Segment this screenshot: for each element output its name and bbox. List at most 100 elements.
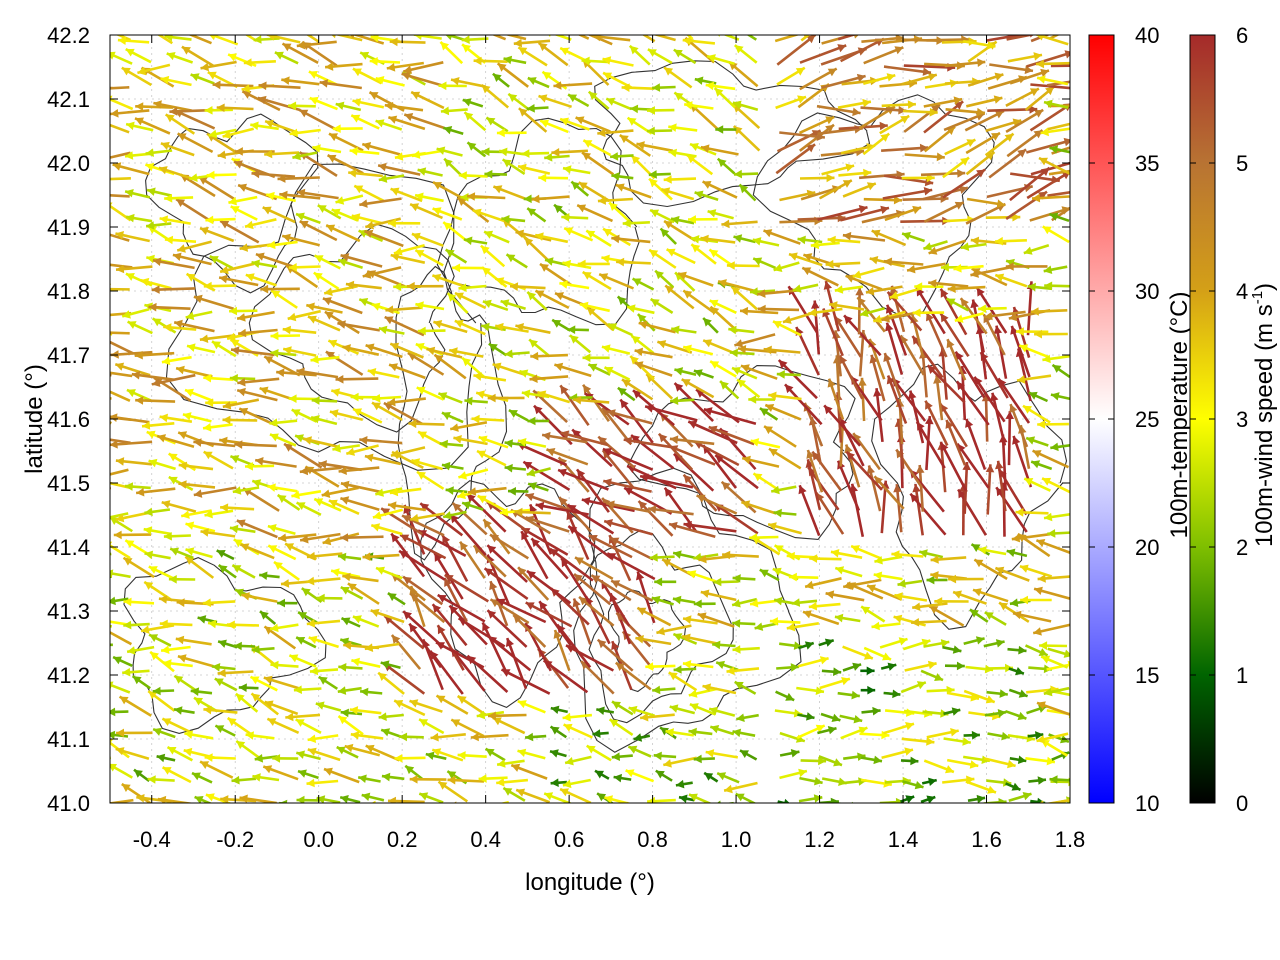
wind-vector-head <box>577 204 587 213</box>
wind-vector-head <box>353 408 363 417</box>
wind-vector-head <box>504 439 513 448</box>
wind-vector-head <box>550 705 560 714</box>
wind-vector-head <box>176 199 186 207</box>
wind-vector-head <box>436 146 446 155</box>
wind-vector <box>486 544 528 583</box>
wind-vector-head <box>467 142 477 151</box>
wind-vector-head <box>157 434 166 443</box>
wind-vector-head <box>603 228 613 237</box>
wind-vector-head <box>148 458 158 468</box>
wind-vector <box>708 425 755 446</box>
wind-vector-head <box>93 726 102 734</box>
wind-vector-head <box>485 748 495 757</box>
wind-vector-head <box>811 130 821 138</box>
wind-vector-head <box>487 545 497 554</box>
wind-vector <box>402 575 444 606</box>
wind-vector-head <box>121 67 131 76</box>
wind-vector-head <box>726 261 735 270</box>
wind-vector-head <box>314 255 324 263</box>
wind-vector <box>441 534 469 583</box>
wind-vector-head <box>501 669 511 677</box>
wind-vector-head <box>194 796 204 803</box>
wind-vector-head <box>444 574 454 583</box>
wind-vector-head <box>437 625 446 635</box>
wind-vector <box>891 377 927 422</box>
wind-vector-head <box>338 716 348 725</box>
wind-vector-head <box>518 163 527 173</box>
y-tick-label: 42.0 <box>47 151 90 176</box>
wind-vector-head <box>408 419 417 429</box>
wind-vector <box>526 569 572 605</box>
wind-vector <box>481 621 507 672</box>
wind-vector <box>110 575 112 578</box>
wind-vector-head <box>351 657 360 667</box>
wind-vector-head <box>141 625 150 634</box>
wind-vector-head <box>235 147 243 156</box>
wind-vector-head <box>170 547 180 556</box>
wind-vector-head <box>306 576 315 586</box>
wind-vector-head <box>631 335 641 345</box>
wind-vector-head <box>1063 649 1070 658</box>
wind-vector-head <box>750 438 760 447</box>
wind-vector-head <box>112 162 122 171</box>
wind-vector <box>995 325 1008 379</box>
wind-vector-head <box>113 656 123 665</box>
wind-vector-head <box>476 710 486 720</box>
colorbar-tick-label: 6 <box>1236 23 1248 48</box>
wind-vector <box>714 454 759 490</box>
wind-vector <box>954 351 986 399</box>
y-tick-label: 41.2 <box>47 663 90 688</box>
wind-vector-head <box>912 205 922 215</box>
wind-vector-head <box>335 375 344 384</box>
wind-vector <box>923 100 964 134</box>
wind-vector <box>457 617 506 648</box>
wind-vector-head <box>369 57 378 66</box>
wind-vector-head <box>505 638 514 647</box>
wind-vector-head <box>236 519 246 528</box>
wind-vector-head <box>612 701 621 710</box>
wind-vector-head <box>707 209 717 218</box>
wind-vector-head <box>486 117 496 126</box>
wind-vector-head <box>550 749 559 758</box>
wind-vector-head <box>203 373 212 383</box>
wind-vector <box>956 443 990 489</box>
wind-vector-head <box>349 35 355 39</box>
y-axis-ticks: 41.041.141.241.341.441.541.641.741.841.9… <box>47 23 1070 816</box>
wind-vector <box>449 513 487 556</box>
wind-vector <box>915 286 946 335</box>
wind-vector-head <box>996 487 1005 497</box>
wind-vector-head <box>881 730 890 740</box>
wind-vector-head <box>296 750 305 759</box>
wind-vector-head <box>1051 175 1060 184</box>
wind-vector-head <box>703 407 713 416</box>
wind-vector-head <box>376 566 385 575</box>
wind-vector-head <box>478 435 488 444</box>
wind-vector-head <box>561 213 570 222</box>
wind-vector <box>620 805 652 806</box>
wind-vector-head <box>550 726 560 735</box>
wind-vector-head <box>741 500 751 509</box>
wind-vector-head <box>378 672 387 681</box>
wind-vector <box>486 500 529 533</box>
wind-vector-head <box>352 68 362 77</box>
wind-vector-head <box>805 580 814 590</box>
wind-vector-head <box>181 46 191 55</box>
wind-vector-head <box>259 386 269 395</box>
wind-vector-head <box>471 414 480 424</box>
wind-vector-head <box>705 749 715 758</box>
wind-vector-head <box>791 598 801 607</box>
wind-vector-head <box>231 775 240 785</box>
wind-vector-head <box>296 40 306 50</box>
wind-vector <box>571 428 613 468</box>
wind-vector-head <box>410 593 420 602</box>
wind-vector-head <box>830 549 840 558</box>
wind-vector <box>833 315 862 358</box>
wind-vector-head <box>499 147 508 157</box>
wind-vector-head <box>660 727 669 736</box>
wind-vector-head <box>205 398 214 407</box>
wind-vector <box>496 598 547 624</box>
wind-vector-head <box>110 202 113 207</box>
wind-vector-head <box>521 149 530 158</box>
wind-vector-head <box>881 314 890 323</box>
wind-vector-head <box>894 46 904 55</box>
